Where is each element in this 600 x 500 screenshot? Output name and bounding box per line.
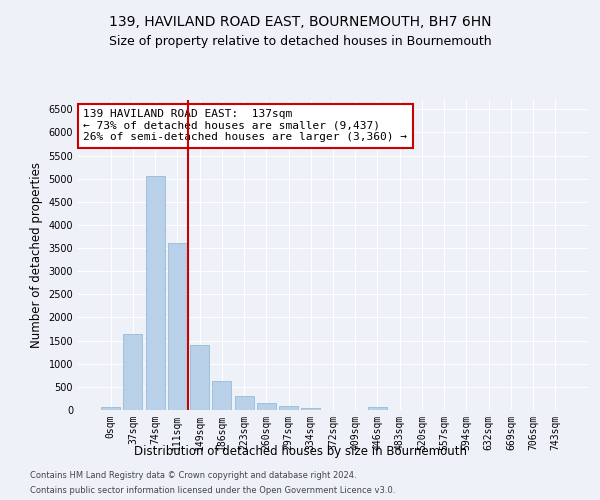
Bar: [301, 408, 320, 410]
Bar: [212, 382, 231, 410]
Bar: [190, 345, 209, 410]
Bar: [168, 244, 187, 410]
Bar: [101, 407, 120, 410]
Bar: [146, 176, 164, 410]
Bar: [368, 408, 387, 410]
Text: Distribution of detached houses by size in Bournemouth: Distribution of detached houses by size …: [133, 445, 467, 458]
Bar: [235, 396, 254, 410]
Bar: [257, 403, 276, 410]
Text: Contains HM Land Registry data © Crown copyright and database right 2024.: Contains HM Land Registry data © Crown c…: [30, 471, 356, 480]
Bar: [279, 406, 298, 410]
Text: Contains public sector information licensed under the Open Government Licence v3: Contains public sector information licen…: [30, 486, 395, 495]
Y-axis label: Number of detached properties: Number of detached properties: [30, 162, 43, 348]
Bar: [124, 334, 142, 410]
Text: 139 HAVILAND ROAD EAST:  137sqm
← 73% of detached houses are smaller (9,437)
26%: 139 HAVILAND ROAD EAST: 137sqm ← 73% of …: [83, 110, 407, 142]
Text: 139, HAVILAND ROAD EAST, BOURNEMOUTH, BH7 6HN: 139, HAVILAND ROAD EAST, BOURNEMOUTH, BH…: [109, 15, 491, 29]
Text: Size of property relative to detached houses in Bournemouth: Size of property relative to detached ho…: [109, 35, 491, 48]
